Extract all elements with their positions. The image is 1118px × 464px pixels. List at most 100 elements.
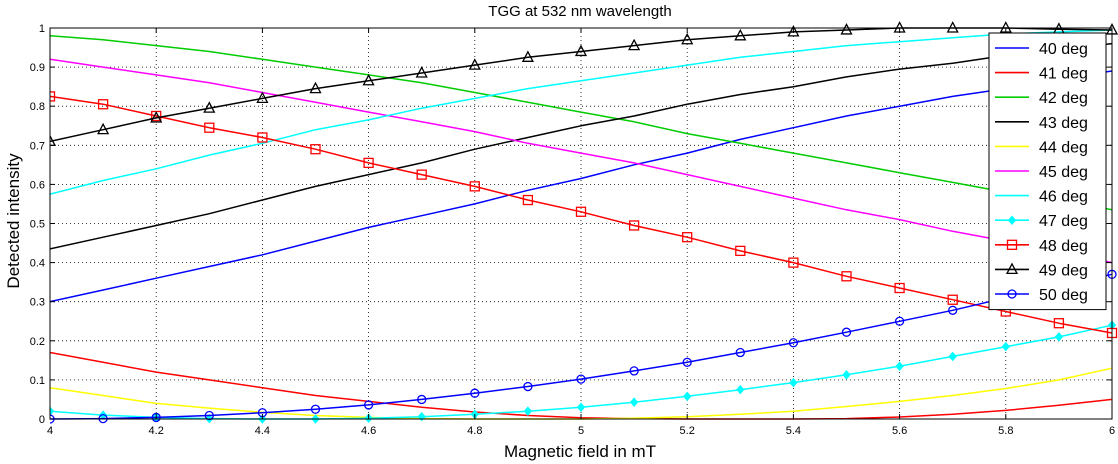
data-point	[947, 294, 958, 305]
legend-marker	[1005, 262, 1019, 275]
y-tick-label: 1	[39, 23, 45, 35]
legend-label: 41 deg	[1039, 66, 1088, 83]
series-48-deg	[50, 91, 1118, 339]
series-line	[50, 58, 1113, 264]
grid	[49, 27, 1113, 420]
y-tick-label: 0.7	[30, 140, 45, 152]
data-point	[788, 338, 799, 348]
legend-item: 40 deg	[995, 41, 1088, 58]
y-tick-label: 0	[39, 414, 45, 426]
legend-item: 45 deg	[995, 164, 1088, 181]
x-tick-label: 4	[47, 425, 53, 437]
series-43-deg	[50, 42, 1113, 250]
data-point	[523, 381, 533, 392]
data-point	[841, 327, 852, 337]
legend-label: 45 deg	[1039, 164, 1088, 181]
series-line	[50, 95, 1113, 334]
data-point	[576, 402, 586, 413]
legend-marker	[1007, 289, 1017, 299]
legend-item: 44 deg	[995, 139, 1088, 156]
data-point	[363, 157, 374, 169]
legend-item: 50 deg	[995, 287, 1088, 304]
data-point	[629, 366, 639, 376]
series-line	[50, 273, 1113, 420]
y-tick-label: 0.8	[30, 101, 45, 113]
data-point	[416, 169, 427, 180]
data-point	[840, 23, 853, 35]
data-point	[682, 357, 692, 367]
series-40-deg	[50, 70, 1113, 303]
series-45-deg	[50, 58, 1113, 264]
data-point	[50, 134, 57, 147]
series-line	[50, 35, 1113, 211]
data-point	[683, 391, 692, 402]
x-axis-label: Magnetic field in mT	[504, 442, 656, 461]
legend-label: 47 deg	[1039, 213, 1088, 230]
data-point	[309, 81, 322, 94]
legend-item: 49 deg	[995, 262, 1088, 279]
data-point	[894, 282, 905, 294]
data-point	[735, 245, 746, 257]
data-point	[256, 91, 269, 104]
x-tick-label: 4.2	[149, 425, 164, 437]
data-point	[257, 132, 268, 143]
y-tick-label: 0.6	[30, 179, 45, 191]
y-tick-label: 0.2	[30, 336, 45, 348]
data-point	[362, 73, 375, 86]
data-point	[310, 404, 321, 414]
data-point	[895, 361, 904, 371]
axes: 4 4.2 4.4 4.6 4.8 5 5.2 5.4 5.6 5.8 6 0 0.1 0.2 0.3 0.4…	[30, 23, 1115, 437]
data-point	[948, 305, 958, 315]
x-tick-label: 4.6	[361, 425, 376, 437]
plot-frame	[49, 27, 1113, 420]
series-line	[50, 70, 1113, 303]
legend-label: 46 deg	[1039, 189, 1088, 206]
data-point	[468, 58, 481, 70]
x-tick-label: 5.6	[892, 425, 907, 437]
x-tick-label: 6	[1109, 425, 1115, 437]
data-point	[50, 406, 55, 416]
legend-marker	[1006, 239, 1018, 250]
legend-label: 49 deg	[1039, 262, 1088, 279]
x-tick-label: 4.8	[467, 425, 482, 437]
data-point	[946, 21, 959, 33]
x-tick-label: 4.4	[255, 425, 270, 437]
data-point	[470, 388, 480, 398]
data-point	[97, 122, 110, 135]
x-tick-label: 5.8	[998, 425, 1013, 437]
x-tick-label: 5	[578, 425, 584, 437]
legend-item: 41 deg	[995, 66, 1088, 83]
data-point	[203, 101, 216, 113]
data-point	[522, 194, 534, 206]
data-point	[948, 351, 957, 362]
data-point	[842, 370, 851, 380]
data-point	[575, 206, 587, 217]
legend-item: 43 deg	[995, 115, 1088, 132]
data-point	[787, 25, 800, 37]
legend-item: 42 deg	[995, 90, 1088, 107]
x-tick-label: 5.4	[786, 425, 801, 437]
series-46-deg	[50, 29, 1113, 195]
data-point	[469, 181, 480, 192]
data-point	[628, 220, 640, 231]
data-point	[841, 271, 852, 282]
data-point	[97, 99, 109, 110]
data-point	[1001, 341, 1010, 352]
series-line	[50, 29, 1113, 195]
data-point	[415, 66, 428, 78]
legend-item: 46 deg	[995, 189, 1088, 206]
series-42-deg	[50, 35, 1113, 211]
data-point	[310, 144, 321, 155]
legend-label: 50 deg	[1039, 287, 1088, 304]
data-point	[417, 394, 427, 405]
y-axis-label: Detected intensity	[4, 153, 23, 289]
data-point	[628, 38, 641, 51]
data-point	[736, 384, 745, 395]
data-point	[629, 397, 639, 407]
x-tick-label: 5.2	[680, 425, 695, 437]
data-point	[521, 50, 534, 62]
data-point	[894, 316, 905, 326]
data-point	[682, 232, 693, 243]
data-point	[735, 347, 745, 358]
